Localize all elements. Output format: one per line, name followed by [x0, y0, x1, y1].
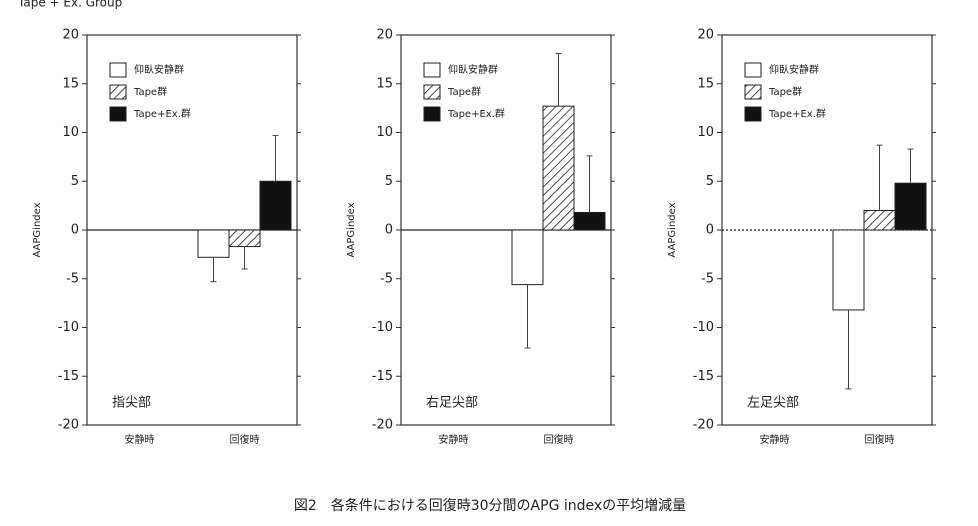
- y-tick-label: -20: [693, 418, 714, 433]
- bar: [511, 229, 544, 286]
- panel-annotation: 指尖部: [112, 396, 151, 411]
- y-tick-label: -20: [58, 418, 79, 433]
- legend-label: Tape+Ex.群: [768, 107, 826, 120]
- x-tick-label: 回復時: [865, 433, 895, 446]
- y-tick-label: 0: [706, 223, 714, 238]
- bar: [197, 229, 230, 258]
- y-tick-label: -15: [372, 369, 393, 384]
- y-tick-label: -15: [693, 369, 714, 384]
- y-tick-label: 5: [706, 174, 714, 189]
- y-tick-label: -10: [372, 320, 393, 335]
- legend-swatch: [744, 84, 762, 100]
- legend-label: Tape群: [768, 85, 802, 98]
- x-tick-label: 回復時: [230, 433, 260, 446]
- y-tick-label: 0: [71, 223, 79, 238]
- y-axis-label: AAPGindex: [346, 202, 357, 257]
- legend-label: Tape群: [447, 85, 481, 98]
- x-tick-label: 安静時: [439, 433, 469, 446]
- legend-label: 仰臥安静群: [769, 63, 819, 76]
- y-tick-label: 20: [697, 28, 714, 43]
- legend-label: Tape+Ex.群: [133, 107, 191, 120]
- bar: [542, 105, 575, 231]
- top-text: Tape + Ex. Group: [17, 0, 122, 10]
- y-tick-label: 10: [697, 125, 714, 140]
- y-tick-label: -15: [58, 369, 79, 384]
- y-tick-label: 10: [62, 125, 79, 140]
- y-tick-label: -5: [701, 271, 714, 286]
- bar: [259, 180, 292, 231]
- y-tick-label: -20: [372, 418, 393, 433]
- panel-annotation: 左足尖部: [747, 396, 799, 411]
- x-tick-label: 回復時: [544, 433, 574, 446]
- legend-label: Tape群: [133, 85, 167, 98]
- bar: [894, 182, 927, 231]
- bar: [228, 229, 261, 248]
- bar: [573, 211, 606, 231]
- y-tick-label: 10: [376, 125, 393, 140]
- legend-label: 仰臥安静群: [134, 63, 184, 76]
- x-tick-label: 安静時: [125, 433, 155, 446]
- y-tick-label: 5: [385, 174, 393, 189]
- y-axis-label: AAPGindex: [667, 202, 678, 257]
- bar: [863, 210, 896, 231]
- y-tick-label: 20: [62, 28, 79, 43]
- figure-caption: 図2 各条件における回復時30分間のAPG indexの平均増減量: [294, 497, 686, 514]
- legend-swatch: [423, 62, 441, 78]
- x-tick-label: 安静時: [760, 433, 790, 446]
- y-tick-label: -10: [693, 320, 714, 335]
- legend-swatch: [423, 84, 441, 100]
- legend-swatch: [744, 106, 762, 122]
- y-tick-label: 5: [71, 174, 79, 189]
- legend-swatch: [109, 106, 127, 122]
- y-tick-label: 15: [62, 76, 79, 91]
- legend-swatch: [423, 106, 441, 122]
- legend-label: Tape+Ex.群: [447, 107, 505, 120]
- y-tick-label: -5: [380, 271, 393, 286]
- legend-swatch: [744, 62, 762, 78]
- legend-swatch: [109, 62, 127, 78]
- y-tick-label: 15: [376, 76, 393, 91]
- y-tick-label: -5: [66, 271, 79, 286]
- y-tick-label: 15: [697, 76, 714, 91]
- y-axis-label: AAPGindex: [32, 202, 43, 257]
- y-tick-label: 0: [385, 223, 393, 238]
- panel-annotation: 右足尖部: [426, 396, 478, 411]
- legend-swatch: [109, 84, 127, 100]
- y-tick-label: 20: [376, 28, 393, 43]
- legend-label: 仰臥安静群: [448, 63, 498, 76]
- bar: [832, 229, 865, 311]
- y-tick-label: -10: [58, 320, 79, 335]
